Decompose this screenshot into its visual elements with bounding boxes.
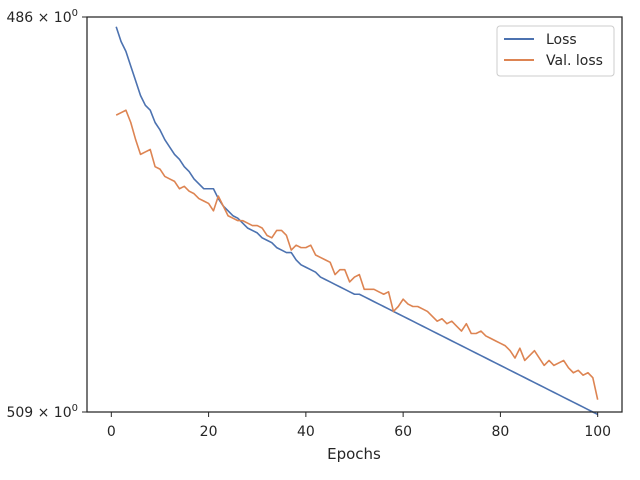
series-lines <box>115 26 599 416</box>
x-tick-label: 40 <box>297 424 315 440</box>
y-tick-label: 486 × 100 <box>6 8 78 26</box>
series-line-val-loss <box>115 109 599 400</box>
plot-background <box>87 17 622 412</box>
x-axis-ticks: 0 20 40 60 80 100 <box>107 412 611 440</box>
x-tick-label: 0 <box>107 424 116 440</box>
x-axis-label: Epochs <box>327 445 381 463</box>
x-tick-label: 20 <box>200 424 218 440</box>
x-tick-label: 60 <box>394 424 412 440</box>
legend-label-val-loss: Val. loss <box>546 53 603 69</box>
y-axis-ticks: 486 × 100 509 × 100 <box>6 8 87 421</box>
x-tick-label: 100 <box>584 424 611 440</box>
plot-frame <box>86 16 623 413</box>
y-tick-label: 509 × 100 <box>6 403 78 421</box>
legend-label-loss: Loss <box>546 32 577 48</box>
series-line-loss <box>115 26 599 416</box>
legend: Loss Val. loss <box>496 25 615 77</box>
x-tick-label: 80 <box>491 424 509 440</box>
